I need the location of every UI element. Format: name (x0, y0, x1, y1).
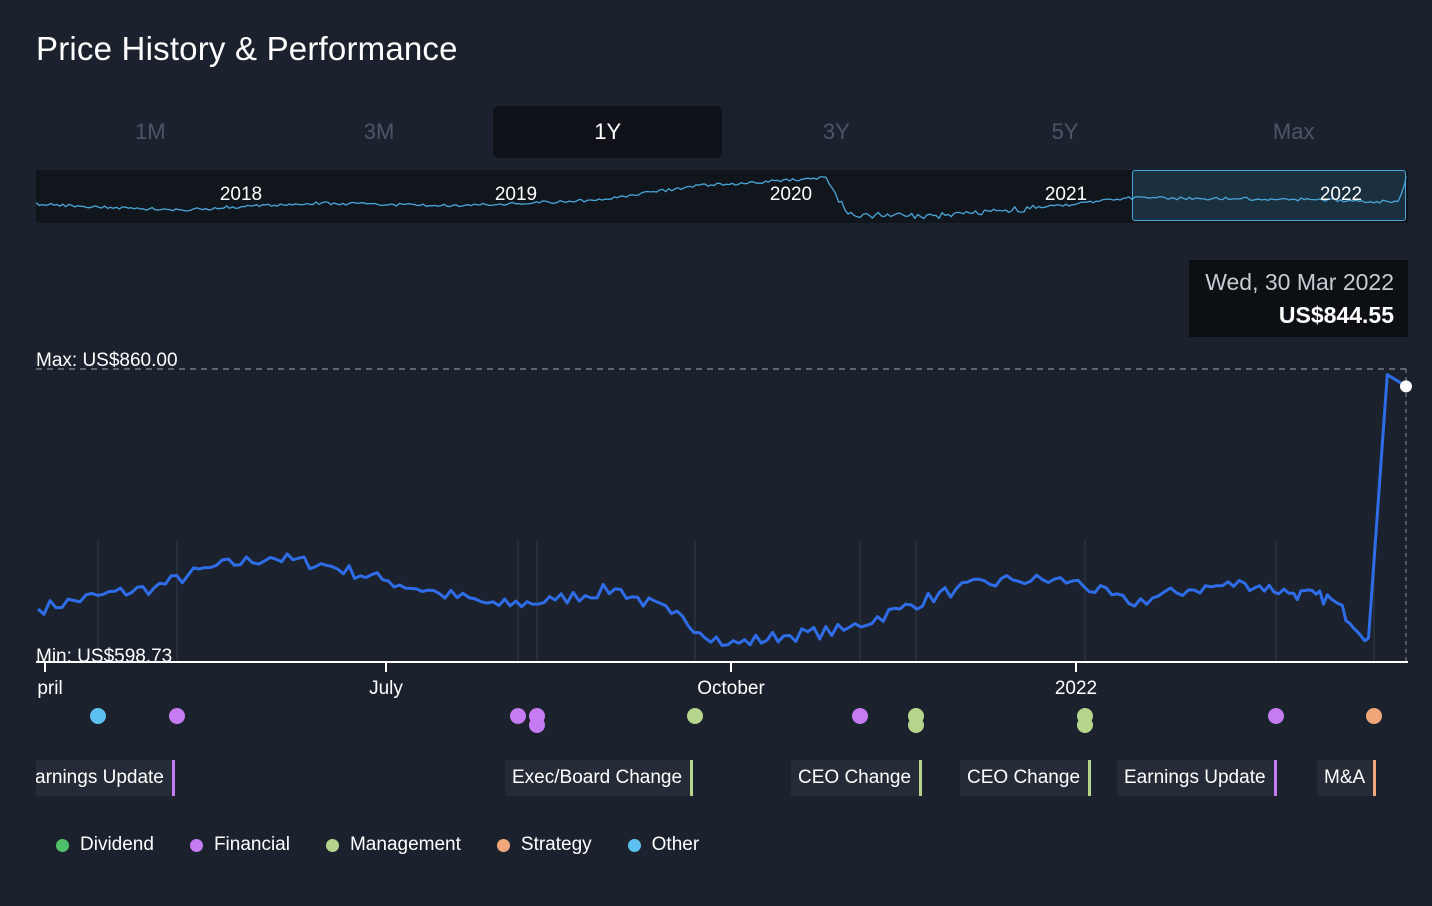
event-label-exec-board-change[interactable]: Exec/Board Change (505, 760, 694, 796)
navigator-year-label: 2018 (219, 184, 263, 205)
x-tick-label: pril (37, 678, 63, 699)
event-marker-financial[interactable] (169, 708, 185, 724)
range-tab-max[interactable]: Max (1272, 119, 1315, 144)
x-tick-label: 2022 (1054, 678, 1098, 699)
navigator-sparkline (36, 175, 1407, 220)
legend-dot-icon (56, 838, 69, 852)
legend-item-financial[interactable]: Financial (189, 834, 290, 856)
page-title: Price History & Performance (36, 30, 458, 67)
legend-label: Financial (213, 834, 290, 855)
range-tab-3y[interactable]: 3Y (822, 119, 850, 144)
legend-label: Strategy (520, 834, 592, 855)
max-label: Max: US$860.00 (36, 350, 178, 371)
last-price-point[interactable] (1400, 380, 1412, 393)
legend-label: Management (349, 834, 461, 855)
tooltip-price: US$844.55 (1278, 302, 1394, 328)
event-label-earnings-update[interactable]: arnings Update (36, 760, 175, 796)
event-marker-financial[interactable] (1268, 708, 1284, 724)
navigator-year-label: 2020 (769, 184, 813, 205)
range-tab-3m[interactable]: 3M (363, 119, 395, 144)
event-marker-financial[interactable] (852, 708, 868, 724)
event-marker-management[interactable] (908, 717, 924, 733)
legend-label: Dividend (80, 834, 154, 855)
event-marker-management[interactable] (1077, 717, 1093, 733)
tooltip-date: Wed, 30 Mar 2022 (1205, 269, 1394, 295)
navigator-year-label: 2022 (1319, 184, 1363, 205)
range-navigator[interactable]: 2018 2019 2020 2021 2022 (36, 170, 1408, 223)
x-tick-label: July (369, 678, 403, 699)
legend-item-strategy[interactable]: Strategy (496, 834, 592, 856)
navigator-year-label: 2019 (494, 184, 538, 205)
event-label-ma[interactable]: M&A (1317, 760, 1377, 796)
event-label-row: arnings Update Exec/Board Change CEO Cha… (36, 660, 1408, 810)
legend-dot-icon (189, 838, 203, 852)
event-marker-other[interactable] (90, 708, 106, 724)
event-marker-financial[interactable] (510, 708, 526, 724)
legend-dot-icon (627, 838, 641, 852)
legend: Dividend Financial Management Strategy O… (56, 834, 735, 856)
legend-item-other[interactable]: Other (627, 834, 700, 856)
event-label-ceo-change[interactable]: CEO Change (960, 760, 1092, 796)
legend-item-dividend[interactable]: Dividend (56, 834, 154, 856)
event-label-ceo-change[interactable]: CEO Change (791, 760, 923, 796)
legend-item-management[interactable]: Management (325, 834, 461, 856)
event-marker-strategy[interactable] (1366, 708, 1382, 724)
range-tab-1y[interactable]: 1Y (493, 106, 723, 158)
event-marker-financial[interactable] (529, 717, 545, 733)
price-tooltip: Wed, 30 Mar 2022 US$844.55 (1189, 260, 1408, 337)
min-label: Min: US$598.73 (36, 646, 173, 667)
range-tab-1m[interactable]: 1M (135, 119, 166, 144)
x-tick-label: October (697, 678, 765, 699)
event-label-earnings-update[interactable]: Earnings Update (1117, 760, 1277, 796)
event-marker-management[interactable] (687, 708, 703, 724)
range-tab-5y[interactable]: 5Y (1051, 119, 1079, 144)
navigator-line (36, 175, 1407, 220)
navigator-year-label: 2021 (1044, 184, 1088, 205)
navigator-window[interactable] (1132, 170, 1406, 221)
range-selector: 1M 3M 1Y 3Y 5Y Max (36, 106, 1408, 158)
legend-dot-icon (496, 838, 510, 852)
price-line (36, 373, 1407, 647)
legend-dot-icon (325, 838, 339, 852)
legend-label: Other (651, 834, 700, 855)
